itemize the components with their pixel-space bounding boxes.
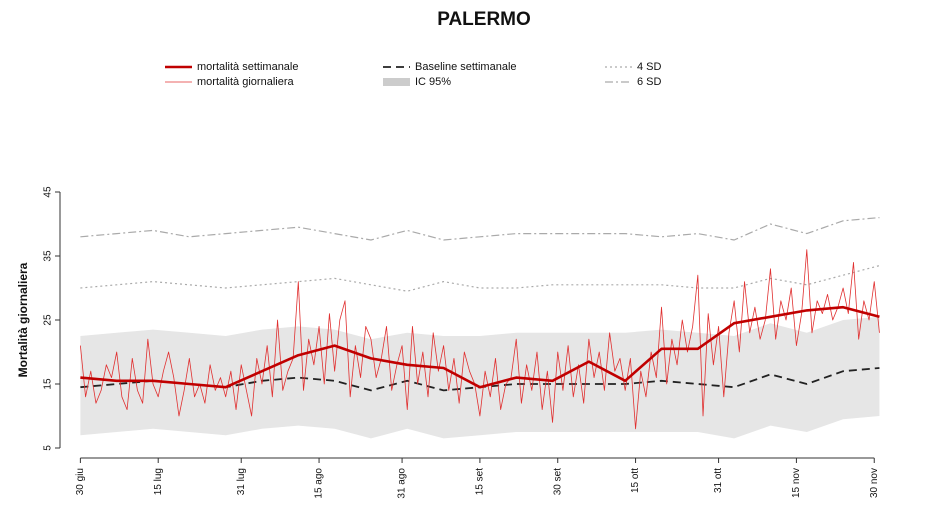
x-tick-label: 15 lug [153,468,164,495]
series-line [80,265,880,292]
x-tick-label: 30 nov [869,468,880,498]
x-tick-label: 15 ott [630,468,641,493]
y-axis-label: Mortalità giornaliera [16,262,30,377]
y-tick-label: 45 [43,186,54,198]
y-tick-label: 25 [43,314,54,326]
legend-label: 6 SD [637,76,662,88]
legend-label: 4 SD [637,61,662,73]
legend-label: Baseline settimanale [415,61,517,73]
legend-label: mortalità giornaliera [197,76,294,88]
y-tick-label: 15 [43,378,54,390]
x-tick-label: 15 ago [314,468,325,499]
x-tick-label: 30 set [552,468,563,495]
x-tick-label: 15 set [475,468,486,495]
x-tick-label: 31 lug [236,468,247,495]
y-tick-label: 35 [43,250,54,262]
series-line [80,217,880,241]
legend-label: IC 95% [415,76,451,88]
legend-label: mortalità settimanale [197,61,299,73]
x-tick-label: 30 giu [75,468,86,495]
series-line [80,305,880,389]
series-line [79,249,880,430]
x-tick-label: 15 nov [791,468,802,498]
x-tick-label: 31 ago [397,468,408,499]
ci-band [80,316,880,439]
x-tick-label: 31 ott [713,468,724,493]
legend-swatch [383,78,410,86]
y-tick-label: 5 [43,445,54,451]
chart-title: PALERMO [437,9,531,30]
